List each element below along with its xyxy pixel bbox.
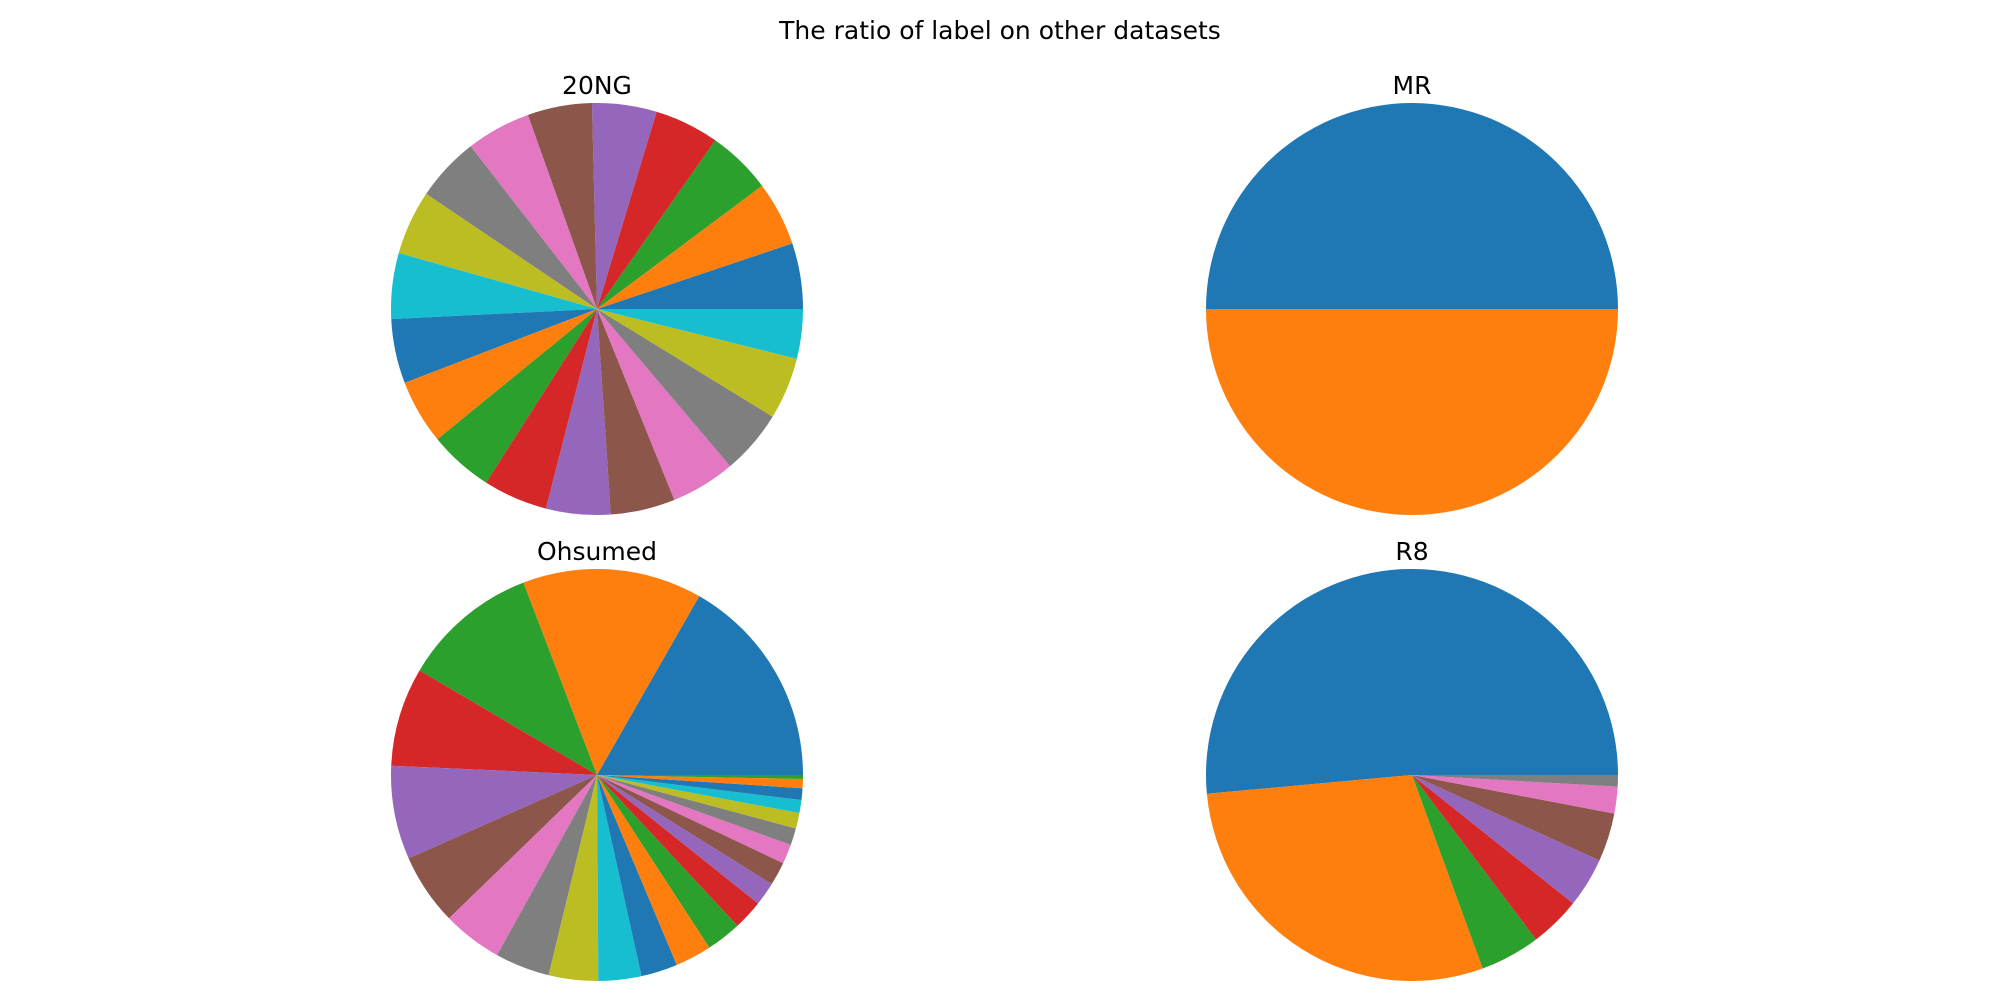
pie-slice-20ng-1 <box>597 243 803 309</box>
pie-slice-20ng-19 <box>597 309 797 417</box>
pie-slice-ohsumed-19 <box>597 775 800 829</box>
pie-slices-20ng <box>391 102 803 515</box>
figure-title: The ratio of label on other datasets <box>778 16 1221 45</box>
pie-slice-20ng-3 <box>597 140 763 309</box>
pie-slice-ohsumed-7 <box>449 775 597 956</box>
pie-slice-ohsumed-20 <box>597 775 802 814</box>
pie-slice-20ng-17 <box>597 309 731 500</box>
pie-slice-ohsumed-1 <box>597 596 803 775</box>
pie-chart-mr: MR <box>1206 71 1618 515</box>
pie-slice-ohsumed-9 <box>548 775 599 982</box>
pie-title-r8: R8 <box>1395 537 1428 566</box>
pie-slice-r8-3 <box>1412 775 1537 969</box>
pie-slice-r8-6 <box>1412 775 1615 861</box>
pie-slice-ohsumed-17 <box>597 775 791 864</box>
pie-slice-ohsumed-18 <box>597 775 796 845</box>
pie-slice-ohsumed-16 <box>597 775 784 885</box>
pie-slice-ohsumed-11 <box>597 775 677 977</box>
pie-slice-ohsumed-10 <box>597 775 642 981</box>
pie-slice-r8-1 <box>1206 568 1618 794</box>
pie-slice-r8-2 <box>1206 775 1483 982</box>
pie-slices-mr <box>1206 103 1618 515</box>
pie-slice-ohsumed-5 <box>391 765 597 859</box>
pie-slice-20ng-13 <box>437 309 597 483</box>
pie-slice-20ng-16 <box>597 309 675 515</box>
pie-slice-r8-8 <box>1412 775 1618 787</box>
pie-slice-r8-7 <box>1412 775 1618 814</box>
pie-slice-20ng-10 <box>391 253 597 320</box>
pie-slice-20ng-15 <box>545 309 611 515</box>
pie-slice-20ng-12 <box>404 309 597 440</box>
pie-slice-20ng-2 <box>597 185 793 309</box>
pie-slice-ohsumed-13 <box>597 775 738 948</box>
pie-slice-20ng-20 <box>597 309 803 359</box>
pie-slice-20ng-6 <box>527 103 597 309</box>
pie-slice-20ng-14 <box>486 309 597 509</box>
pie-slice-ohsumed-2 <box>523 568 700 775</box>
pie-title-20ng: 20NG <box>562 71 632 100</box>
pie-slice-ohsumed-6 <box>408 775 597 919</box>
pie-slice-ohsumed-8 <box>497 775 597 976</box>
pie-chart-20ng: 20NG <box>391 71 803 515</box>
pie-slice-ohsumed-4 <box>391 670 597 775</box>
pie-slice-ohsumed-12 <box>597 775 710 965</box>
pie-slice-20ng-4 <box>597 111 716 309</box>
pie-slice-ohsumed-15 <box>597 775 772 904</box>
pie-slices-r8 <box>1206 568 1618 982</box>
pie-slice-ohsumed-21 <box>597 775 803 801</box>
pie-slice-20ng-11 <box>391 309 597 383</box>
pie-slice-ohsumed-3 <box>419 582 597 775</box>
pie-slice-mr-1 <box>1206 103 1618 309</box>
pie-slice-20ng-18 <box>597 309 773 467</box>
pie-slice-20ng-5 <box>591 102 657 309</box>
pie-slice-mr-2 <box>1206 309 1618 515</box>
pie-slice-ohsumed-23 <box>597 775 803 779</box>
pie-slice-20ng-9 <box>398 193 597 309</box>
pie-slices-ohsumed <box>391 568 803 982</box>
pie-chart-r8: R8 <box>1206 537 1618 982</box>
pie-slice-20ng-7 <box>470 114 597 309</box>
pie-slice-ohsumed-14 <box>597 775 759 926</box>
pie-slice-r8-4 <box>1412 775 1574 940</box>
pie-slice-ohsumed-22 <box>597 775 803 789</box>
pie-title-mr: MR <box>1393 71 1432 100</box>
pie-slice-r8-5 <box>1412 775 1600 904</box>
pie-chart-ohsumed: Ohsumed <box>391 537 803 982</box>
pie-title-ohsumed: Ohsumed <box>537 537 657 566</box>
pie-slice-20ng-8 <box>426 146 597 309</box>
